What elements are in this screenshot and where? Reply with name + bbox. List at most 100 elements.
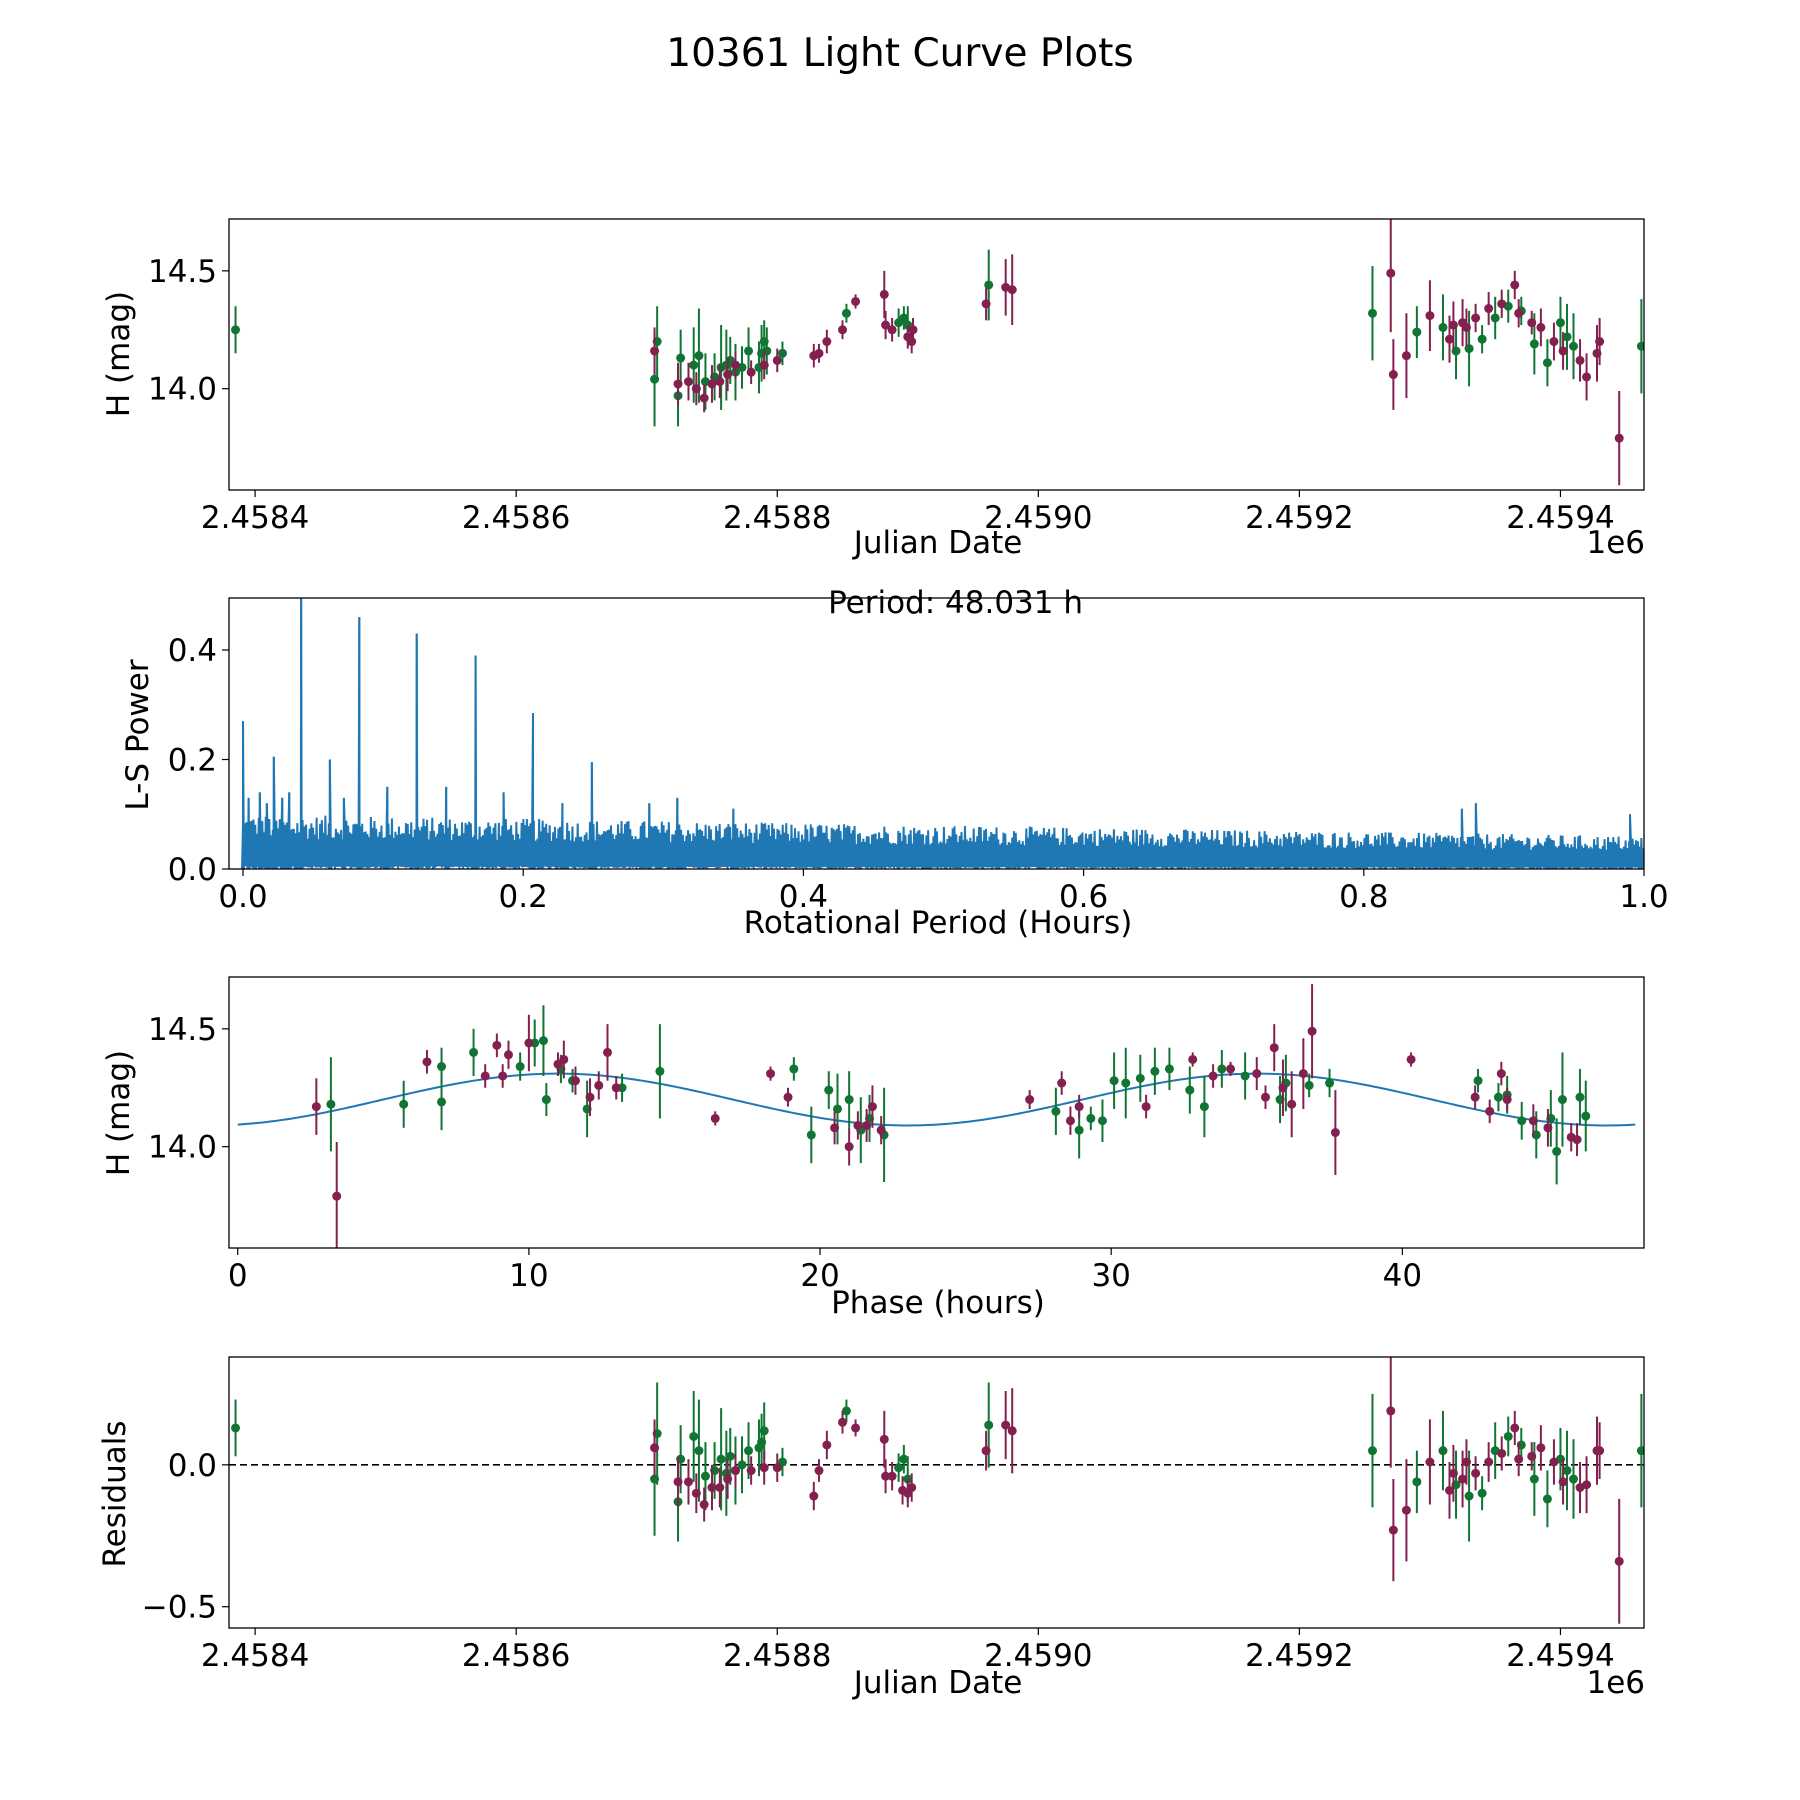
lightcurve-green-point <box>650 374 660 384</box>
residuals-purple-point <box>1458 1474 1468 1484</box>
residuals-ytick-label: −0.5 <box>142 1590 217 1626</box>
residuals-purple-point <box>1445 1485 1455 1495</box>
residuals-purple-point <box>1510 1423 1520 1433</box>
lightcurve-purple-point <box>1582 372 1592 382</box>
phased-purple-point <box>1496 1069 1506 1079</box>
lightcurve-ytick-label: 14.5 <box>148 254 217 290</box>
phased-green-point <box>1121 1078 1131 1088</box>
phased-green-point <box>538 1036 548 1046</box>
phased-green-point <box>1199 1102 1209 1112</box>
phased-purple-point <box>602 1047 612 1057</box>
lightcurve-green-point <box>1464 344 1474 354</box>
lightcurve-purple-point <box>814 348 824 358</box>
phased-purple-point <box>1025 1095 1035 1105</box>
residuals-purple-point <box>1614 1556 1624 1566</box>
residuals-purple-point <box>707 1483 717 1493</box>
residuals-purple-point <box>715 1483 725 1493</box>
lightcurve-green-point <box>1438 322 1448 332</box>
residuals-purple-point <box>1007 1426 1017 1436</box>
residuals-purple-point <box>1497 1448 1507 1458</box>
phased-purple-point <box>783 1092 793 1102</box>
lightcurve-ylabel: H (mag) <box>101 291 137 417</box>
residuals-xtick-label: 2.4584 <box>201 1638 309 1674</box>
residuals-green-point <box>1438 1446 1448 1456</box>
residuals-purple-point <box>1471 1468 1481 1478</box>
periodogram-xlabel: Rotational Period (Hours) <box>744 905 1133 941</box>
lightcurve-green-point <box>744 346 754 356</box>
residuals-green-point <box>894 1463 904 1473</box>
lightcurve-purple-point <box>1595 337 1605 347</box>
phased-purple-point <box>710 1113 720 1123</box>
phased-purple-point <box>504 1050 514 1060</box>
phased-ytick-label: 14.0 <box>148 1130 217 1166</box>
lightcurve-purple-point <box>881 320 891 330</box>
lightcurve-green-point <box>1529 339 1539 349</box>
lightcurve-purple-point <box>673 379 683 389</box>
lightcurve-purple-point <box>1425 311 1435 321</box>
phased-purple-point <box>1278 1083 1288 1093</box>
residuals-green-point <box>737 1460 747 1470</box>
phased-purple-point <box>611 1083 621 1093</box>
residuals-purple-point <box>907 1483 917 1493</box>
residuals-purple-point <box>1425 1457 1435 1467</box>
residuals-purple-point <box>1595 1446 1605 1456</box>
residuals-purple-point <box>673 1477 683 1487</box>
periodogram-xtick-label: 1.0 <box>1619 879 1668 915</box>
periodogram-ylabel: L-S Power <box>120 659 156 810</box>
phased-purple-point <box>492 1040 502 1050</box>
lightcurve-purple-point <box>707 379 717 389</box>
residuals-purple-point <box>809 1491 819 1501</box>
lightcurve-xtick-label: 2.4588 <box>723 500 831 536</box>
phased-green-point <box>789 1064 799 1074</box>
residuals-purple-point <box>1549 1457 1559 1467</box>
phased-purple-point <box>1074 1102 1084 1112</box>
lightcurve-xtick-label: 2.4586 <box>462 500 570 536</box>
residuals-green-point <box>1569 1474 1579 1484</box>
residuals-green-point <box>1477 1488 1487 1498</box>
lightcurve-purple-point <box>730 360 740 370</box>
residuals-green-point <box>1542 1494 1552 1504</box>
periodogram-panel: Rotational Period (Hours) L-S Power Peri… <box>120 585 1669 941</box>
residuals-purple-point <box>746 1466 756 1476</box>
phased-panel: Phase (hours) H (mag) 0 10 20 30 40 14.0 14.5 <box>101 976 1645 1321</box>
lightcurve-green-point <box>1451 346 1461 356</box>
residuals-green-point <box>1464 1491 1474 1501</box>
phased-purple-point <box>1485 1106 1495 1116</box>
phased-xtick-label: 30 <box>1091 1258 1130 1294</box>
lightcurve-green-point <box>899 313 909 323</box>
lightcurve-green-point <box>1555 318 1565 328</box>
lightcurve-purple-point <box>1007 285 1017 295</box>
phased-purple-point <box>498 1071 508 1081</box>
lightcurve-green-point <box>1412 327 1422 337</box>
periodogram-xtick-label: 0.0 <box>218 879 267 915</box>
residuals-green-point <box>689 1431 699 1441</box>
phased-green-point <box>1097 1116 1107 1126</box>
phased-green-point <box>1150 1066 1160 1076</box>
phased-purple-point <box>570 1076 580 1086</box>
lightcurve-green-point <box>841 308 851 318</box>
phased-purple-point <box>1065 1116 1075 1126</box>
phased-green-point <box>1135 1073 1145 1083</box>
lightcurve-purple-point <box>1484 304 1494 314</box>
residuals-purple-point <box>887 1471 897 1481</box>
periodogram-axes-frame <box>228 597 1645 870</box>
periodogram-xtick-label: 0.6 <box>1059 879 1108 915</box>
residuals-green-point <box>841 1406 851 1416</box>
phased-purple-point <box>1298 1069 1308 1079</box>
lightcurve-purple-point <box>981 299 991 309</box>
phased-purple-point <box>1543 1123 1553 1133</box>
residuals-purple-point <box>851 1423 861 1433</box>
residuals-green-point <box>1367 1446 1377 1456</box>
periodogram-ytick-label: 0.2 <box>168 743 217 779</box>
phased-green-point <box>1240 1071 1250 1081</box>
lightcurve-purple-point <box>772 355 782 365</box>
residuals-green-point <box>1529 1474 1539 1484</box>
residuals-ylabel: Residuals <box>97 1420 133 1567</box>
phased-green-point <box>1552 1146 1562 1156</box>
lightcurve-purple-point <box>691 384 701 394</box>
phased-purple-point <box>1141 1102 1151 1112</box>
lightcurve-purple-point <box>879 289 889 299</box>
phased-green-point <box>1185 1085 1195 1095</box>
lightcurve-purple-point <box>1536 322 1546 332</box>
